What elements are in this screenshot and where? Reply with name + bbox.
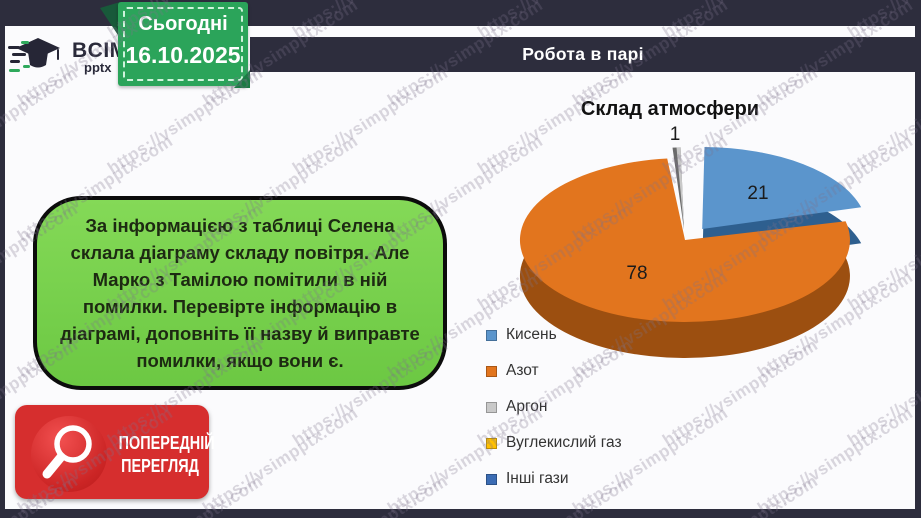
pie-data-label: 21 <box>747 183 768 204</box>
pie-data-label: 1 <box>670 124 681 145</box>
date-badge-label: Сьогодні <box>138 13 228 35</box>
pie-slice <box>519 158 850 323</box>
legend-swatch <box>486 365 497 377</box>
legend-label: Кисень <box>506 326 557 343</box>
badge-fold-bottom-right <box>234 70 250 88</box>
legend-item: Інші гази <box>486 461 622 497</box>
left-border <box>0 26 5 518</box>
legend-item: Азот <box>486 353 622 389</box>
pie-data-label: 78 <box>626 263 647 284</box>
task-box: За інформацією з таблиці Селена склала д… <box>33 196 447 390</box>
graduation-cap-icon <box>8 38 60 72</box>
logo-subtext: pptx <box>84 60 112 75</box>
bottom-band <box>0 509 921 518</box>
legend-item: Аргон <box>486 389 622 425</box>
legend-label: Вуглекислий газ <box>506 434 622 451</box>
bcim-logo: BCIM pptx <box>8 34 138 84</box>
magnifier-icon <box>42 425 92 479</box>
legend-label: Аргон <box>506 398 548 415</box>
watermark-text: https://vsimpptx.com <box>289 63 452 178</box>
slide-title: Робота в парі <box>522 44 644 64</box>
preview-badge: ПОПЕРЕДНІЙ ПЕРЕГЛЯД <box>15 405 215 499</box>
pie-slice <box>702 147 862 229</box>
preview-line-2: ПЕРЕГЛЯД <box>121 455 199 476</box>
slide-header-bar: Робота в парі <box>250 37 916 72</box>
legend-label: Інші гази <box>506 470 569 487</box>
watermark-text: https://vsimpptx.com <box>199 403 362 518</box>
legend-swatch <box>486 329 497 341</box>
legend-swatch <box>486 401 497 413</box>
magnifier-circle <box>31 416 107 492</box>
task-text: За інформацією з таблиці Селена склала д… <box>60 215 420 371</box>
legend-swatch <box>486 473 497 485</box>
badge-dashed-border <box>123 7 243 81</box>
pie-chart: 21 78 1 <box>519 124 862 359</box>
preview-badge-text: ПОПЕРЕДНІЙ ПЕРЕГЛЯД <box>107 431 215 477</box>
chart-title: Склад атмосфери <box>580 98 760 120</box>
chart-legend: Кисень Азот Аргон Вуглекислий газ Інші гази <box>486 317 622 497</box>
right-border <box>915 26 921 518</box>
pie-slice <box>676 147 684 230</box>
date-badge: Сьогодні 16.10.2025 <box>118 2 248 86</box>
legend-label: Азот <box>506 362 539 379</box>
preview-line-1: ПОПЕРЕДНІЙ <box>118 432 215 453</box>
chart-area: Склад атмосфери 21 78 1 Кисень Азот Аргон Вуг… <box>480 84 910 500</box>
date-badge-date: 16.10.2025 <box>125 42 241 68</box>
legend-item: Кисень <box>486 317 622 353</box>
legend-item: Вуглекислий газ <box>486 425 622 461</box>
legend-swatch <box>486 437 497 449</box>
logo-text: BCIM <box>72 39 128 62</box>
badge-fold-top-left <box>100 2 120 38</box>
